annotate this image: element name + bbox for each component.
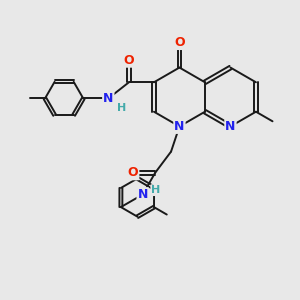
Text: N: N <box>174 120 184 133</box>
Text: O: O <box>124 54 134 67</box>
Text: H: H <box>151 185 160 195</box>
Text: O: O <box>128 166 138 179</box>
Text: N: N <box>137 188 148 201</box>
Text: N: N <box>225 120 236 133</box>
Text: N: N <box>103 92 113 105</box>
Text: O: O <box>174 36 185 49</box>
Text: H: H <box>117 103 126 113</box>
